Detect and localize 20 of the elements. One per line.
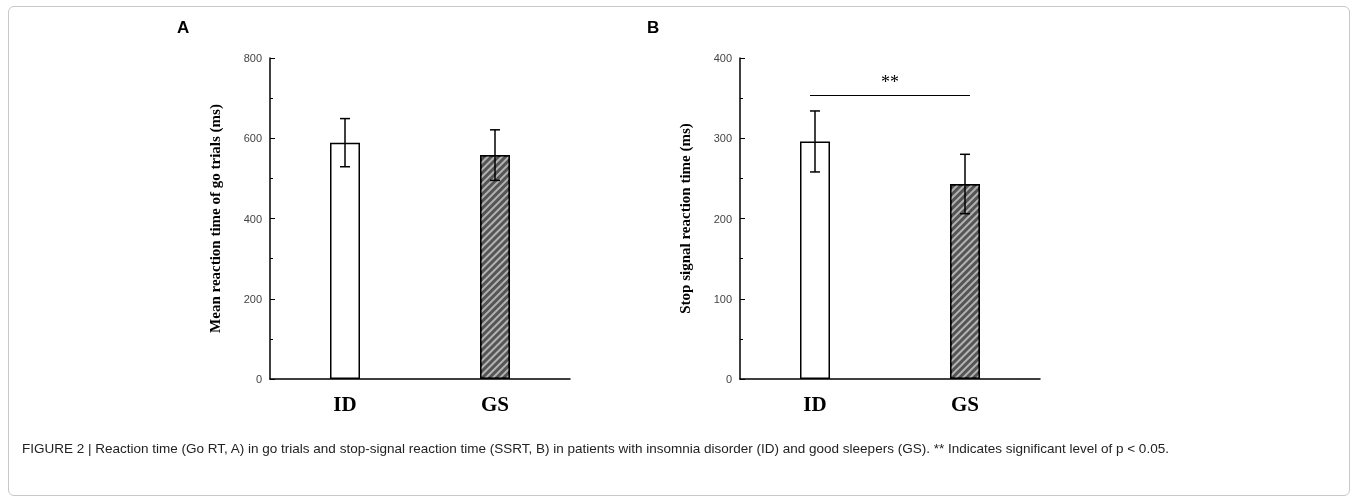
y-tick-label: 300 <box>713 132 732 145</box>
x-tick-label: ID <box>803 391 827 416</box>
x-tick-label: ID <box>333 391 357 416</box>
y-tick-label: 800 <box>243 52 262 64</box>
y-axis-title: Stop signal reaction time (ms) <box>676 123 694 314</box>
chart-title: A <box>177 18 190 37</box>
y-tick-label: 600 <box>243 132 262 145</box>
chart-title: B <box>647 18 660 37</box>
y-tick-label: 0 <box>725 373 732 385</box>
y-axis-title: Mean reaction time of go trials (ms) <box>206 104 224 333</box>
x-tick-label: GS <box>950 391 980 416</box>
y-tick-label: 200 <box>713 212 732 225</box>
y-tick-label: 100 <box>713 292 732 305</box>
x-tick-label: GS <box>480 391 510 416</box>
y-tick-label: 200 <box>243 292 262 305</box>
annotation: ** <box>881 71 899 93</box>
y-tick-label: 0 <box>255 373 262 385</box>
y-tick-label: 400 <box>713 52 732 64</box>
y-tick-label: 400 <box>243 212 262 225</box>
caption: FIGURE 2 | Reaction time (Go RT, A) in go trials and stop-signal reaction time (SSRT, B) in patients with insomnia disorder (ID) and good sleepers (GS). ** Indicates significant level of p < 0.05. <box>22 440 1170 458</box>
